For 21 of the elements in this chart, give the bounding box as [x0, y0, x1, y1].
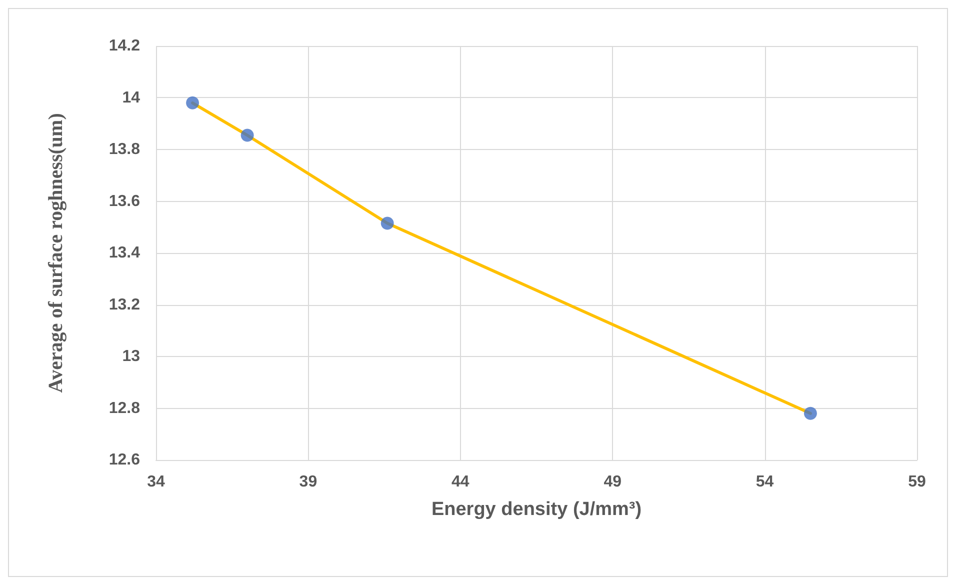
point: [240, 128, 254, 142]
y-tick-label: 13: [122, 348, 140, 365]
x-axis-title: Energy density (J/mm³): [431, 499, 642, 520]
x-tick-label: 39: [299, 474, 318, 490]
point: [380, 216, 394, 230]
y-tick-label: 13.4: [108, 244, 140, 262]
x-tick-label: 59: [908, 474, 926, 490]
y-tick-label: 12.8: [108, 400, 140, 417]
point: [186, 96, 200, 110]
x-tick-label: 49: [604, 474, 622, 490]
y-tick-label: 14.2: [108, 38, 140, 54]
x-tick-label: 54: [756, 474, 774, 490]
y-tick-label: 13.6: [108, 192, 140, 210]
y-axis-title: Average of surface roghness(um): [45, 113, 67, 393]
x-tick-label: 34: [147, 474, 165, 490]
y-tick-label: 13.8: [108, 141, 140, 158]
point: [804, 406, 817, 420]
y-tick-label: 14: [122, 89, 140, 106]
y-tick-label: 13.2: [108, 296, 140, 314]
x-tick-label: 44: [452, 474, 470, 490]
y-tick-label: 12.6: [108, 452, 140, 468]
